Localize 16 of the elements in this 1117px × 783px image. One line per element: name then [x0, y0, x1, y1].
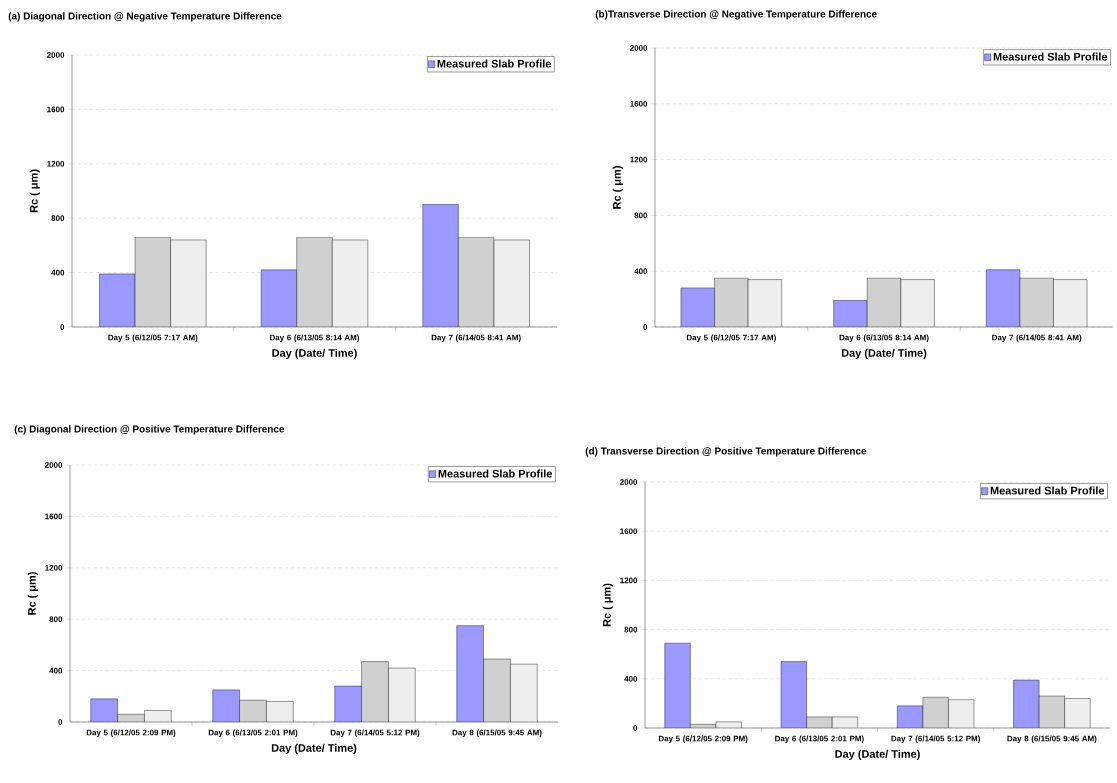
- chart-title: (d) Transverse Direction @ Positive Temperature Difference: [585, 447, 867, 457]
- legend-label: Measured Slab Profile: [993, 52, 1108, 61]
- chart-title: (a) Diagonal Direction @ Negative Temperature Difference: [8, 12, 282, 22]
- legend-label: Measured Slab Profile: [438, 469, 552, 478]
- legend-label: Measured Slab Profile: [990, 486, 1105, 495]
- x-axis-title: Day (Date/ Time): [271, 743, 357, 754]
- x-axis-title: Day (Date/ Time): [841, 348, 927, 359]
- y-axis-title: Rc ( μm): [602, 583, 613, 627]
- y-axis-title: Rc ( μm): [27, 572, 38, 615]
- x-axis-title: Day (Date/ Time): [272, 348, 357, 359]
- legend-label: Measured Slab Profile: [437, 59, 552, 68]
- chart-title: (c) Diagonal Direction @ Positive Temperature Difference: [14, 425, 285, 435]
- y-axis-title: Rc ( μm): [29, 169, 40, 213]
- chart-title: (b)Transverse Direction @ Negative Temperature Difference: [595, 10, 877, 20]
- y-axis-title: Rc ( μm): [612, 166, 623, 209]
- x-axis-title: Day (Date/ Time): [835, 749, 920, 760]
